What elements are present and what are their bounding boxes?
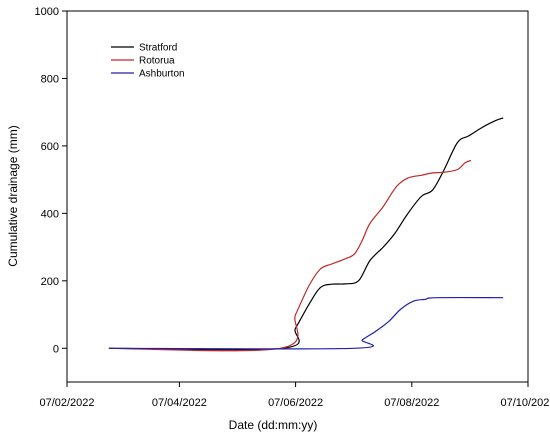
y-axis-title: Cumulative drainage (mm) (6, 125, 20, 266)
series-line-ashburton (108, 296, 504, 350)
legend-label-ashburton: Ashburton (139, 69, 185, 80)
legend: Stratford Rotorua Ashburton (111, 43, 185, 80)
x-tick-label: 07/10/2022 (500, 397, 550, 409)
y-tick-label: 800 (41, 73, 59, 85)
x-tick-label: 07/06/2022 (268, 397, 323, 409)
plot-frame (66, 10, 529, 383)
series-line-rotorua (108, 159, 472, 352)
y-tick-label: 200 (41, 276, 59, 288)
x-tick-label: 07/08/2022 (384, 397, 439, 409)
y-tick-label: 400 (41, 208, 59, 220)
y-tick-label: 0 (53, 343, 59, 355)
x-tick-label: 07/04/2022 (152, 397, 207, 409)
x-axis: 07/02/2022 07/04/2022 07/06/2022 07/08/2022… (39, 382, 550, 409)
series-line-stratford (108, 117, 504, 351)
legend-label-stratford: Stratford (139, 43, 177, 54)
series-group (108, 117, 504, 352)
legend-label-rotorua: Rotorua (139, 56, 175, 67)
x-axis-title: Date (dd:mm:yy) (229, 418, 318, 432)
y-axis: 0 200 400 600 800 1000 (35, 6, 67, 355)
y-tick-label: 1000 (35, 6, 59, 18)
y-tick-label: 600 (41, 141, 59, 153)
x-tick-label: 07/02/2022 (39, 397, 94, 409)
